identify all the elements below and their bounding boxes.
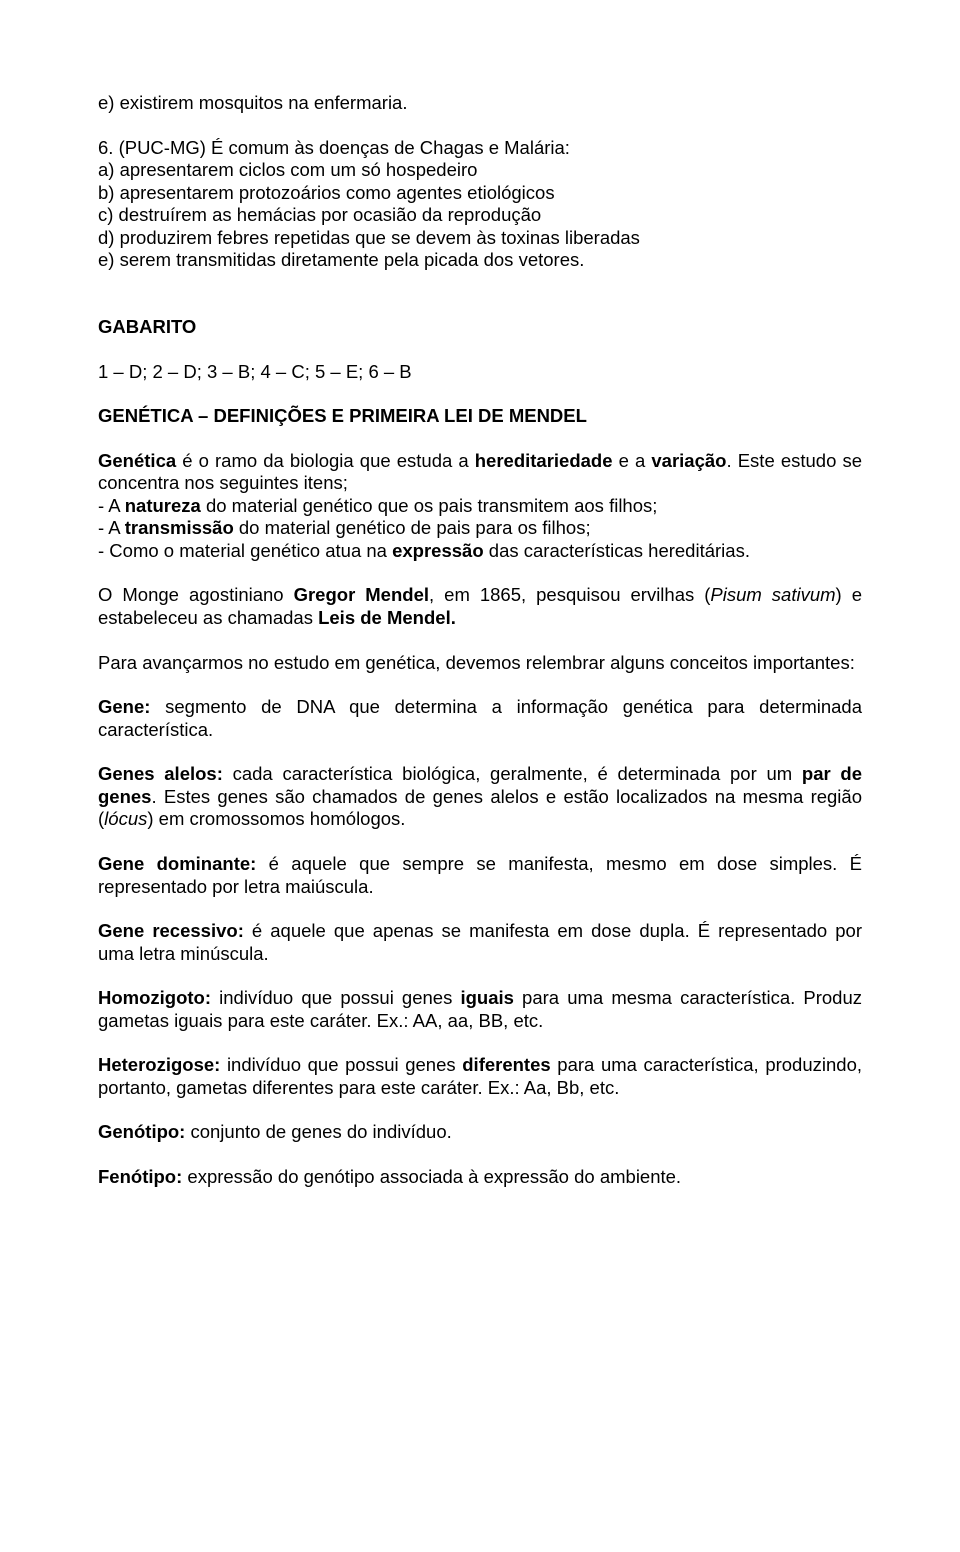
term-locus: lócus bbox=[104, 808, 147, 829]
term-transmissao: transmissão bbox=[125, 517, 234, 538]
text-fragment: - A bbox=[98, 495, 125, 516]
term-gene-recessivo: Gene recessivo: bbox=[98, 920, 244, 941]
term-hereditariedade: hereditariedade bbox=[475, 450, 613, 471]
text-fragment: - A bbox=[98, 517, 125, 538]
term-heterozigose: Heterozigose: bbox=[98, 1054, 220, 1075]
question-6-option-b: b) apresentarem protozoários como agente… bbox=[98, 182, 862, 205]
def-genotipo: Genótipo: conjunto de genes do indivíduo… bbox=[98, 1121, 862, 1144]
text-fragment: - Como o material genético atua na bbox=[98, 540, 392, 561]
text-fragment: é o ramo da biologia que estuda a bbox=[176, 450, 475, 471]
def-gene-dominante: Gene dominante: é aquele que sempre se m… bbox=[98, 853, 862, 898]
def-homozigoto: Homozigoto: indivíduo que possui genes i… bbox=[98, 987, 862, 1032]
term-fenotipo: Fenótipo: bbox=[98, 1166, 182, 1187]
answer-key-line: 1 – D; 2 – D; 3 – B; 4 – C; 5 – E; 6 – B bbox=[98, 361, 862, 384]
term-gene-dominante: Gene dominante: bbox=[98, 853, 256, 874]
mendel-paragraph: O Monge agostiniano Gregor Mendel, em 18… bbox=[98, 584, 862, 629]
def-heterozigose: Heterozigose: indivíduo que possui genes… bbox=[98, 1054, 862, 1099]
def-fenotipo: Fenótipo: expressão do genótipo associad… bbox=[98, 1166, 862, 1189]
term-iguais: iguais bbox=[460, 987, 513, 1008]
section-title-genetica: GENÉTICA – DEFINIÇÕES E PRIMEIRA LEI DE … bbox=[98, 405, 862, 428]
def-genes-alelos: Genes alelos: cada característica biológ… bbox=[98, 763, 862, 831]
question-6-option-a: a) apresentarem ciclos com um só hospede… bbox=[98, 159, 862, 182]
term-genetica: Genética bbox=[98, 450, 176, 471]
question-6-option-c: c) destruírem as hemácias por ocasião da… bbox=[98, 204, 862, 227]
def-gene: Gene: segmento de DNA que determina a in… bbox=[98, 696, 862, 741]
text-fragment: expressão do genótipo associada à expres… bbox=[182, 1166, 681, 1187]
term-variacao: variação bbox=[651, 450, 726, 471]
text-fragment: e a bbox=[613, 450, 652, 471]
text-fragment: indivíduo que possui genes bbox=[220, 1054, 462, 1075]
term-gene: Gene: bbox=[98, 696, 150, 717]
text-fragment: ) em cromossomos homólogos. bbox=[147, 808, 405, 829]
def-gene-recessivo: Gene recessivo: é aquele que apenas se m… bbox=[98, 920, 862, 965]
term-natureza: natureza bbox=[125, 495, 201, 516]
term-expressao: expressão bbox=[392, 540, 484, 561]
term-genotipo: Genótipo: bbox=[98, 1121, 185, 1142]
question-6-intro: 6. (PUC-MG) É comum às doenças de Chagas… bbox=[98, 137, 862, 160]
text-fragment: indivíduo que possui genes bbox=[211, 987, 460, 1008]
text-fragment: do material genético de pais para os fil… bbox=[234, 517, 591, 538]
term-diferentes: diferentes bbox=[462, 1054, 550, 1075]
term-pisum-sativum: Pisum sativum bbox=[710, 584, 835, 605]
term-leis-mendel: Leis de Mendel. bbox=[318, 607, 456, 628]
question-6: 6. (PUC-MG) É comum às doenças de Chagas… bbox=[98, 137, 862, 272]
text-fragment: , em 1865, pesquisou ervilhas ( bbox=[429, 584, 710, 605]
question-6-option-d: d) produzirem febres repetidas que se de… bbox=[98, 227, 862, 250]
text-fragment: do material genético que os pais transmi… bbox=[201, 495, 658, 516]
term-homozigoto: Homozigoto: bbox=[98, 987, 211, 1008]
text-fragment: conjunto de genes do indivíduo. bbox=[185, 1121, 451, 1142]
gabarito-heading: GABARITO bbox=[98, 316, 862, 339]
question-6-option-e: e) serem transmitidas diretamente pela p… bbox=[98, 249, 862, 272]
term-genes-alelos: Genes alelos: bbox=[98, 763, 223, 784]
text-fragment: das características hereditárias. bbox=[484, 540, 750, 561]
document-page: e) existirem mosquitos na enfermaria. 6.… bbox=[0, 0, 960, 1229]
conceitos-intro: Para avançarmos no estudo em genética, d… bbox=[98, 652, 862, 675]
question-5-option-e: e) existirem mosquitos na enfermaria. bbox=[98, 92, 862, 115]
text-fragment: segmento de DNA que determina a informaç… bbox=[98, 696, 862, 740]
text-fragment: O Monge agostiniano bbox=[98, 584, 294, 605]
text-fragment: cada característica biológica, geralment… bbox=[223, 763, 802, 784]
term-gregor-mendel: Gregor Mendel bbox=[294, 584, 429, 605]
genetica-definition-block: Genética é o ramo da biologia que estuda… bbox=[98, 450, 862, 563]
